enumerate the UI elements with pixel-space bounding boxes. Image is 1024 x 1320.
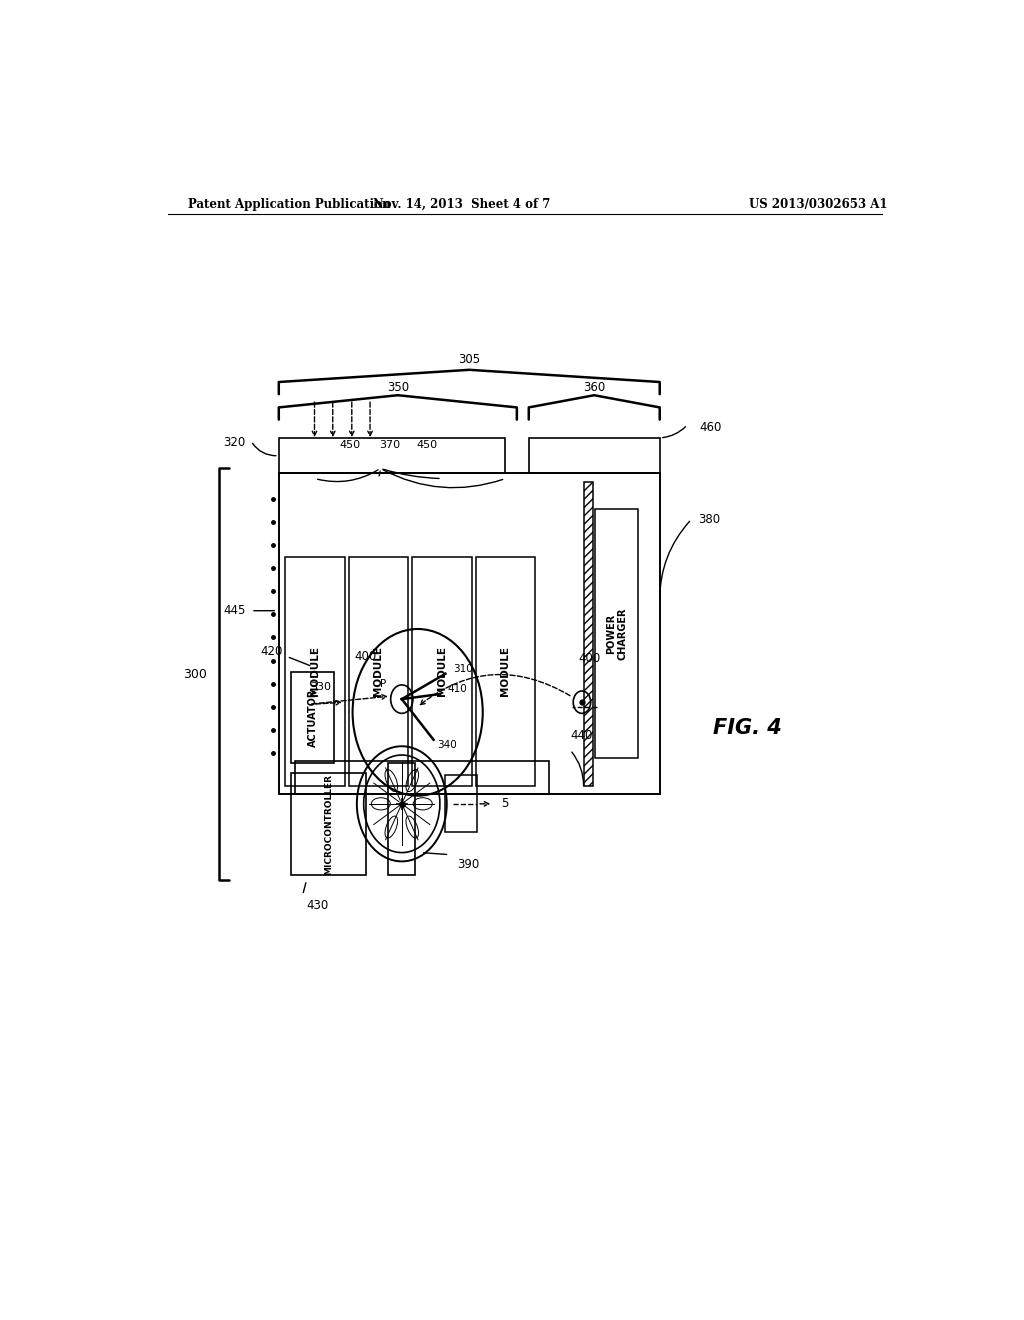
Text: 400: 400 bbox=[354, 649, 377, 663]
Text: 400: 400 bbox=[579, 652, 601, 665]
Text: 410: 410 bbox=[447, 684, 468, 694]
Bar bbox=[412, 557, 472, 785]
Text: 430: 430 bbox=[306, 899, 329, 912]
Text: POWER
CHARGER: POWER CHARGER bbox=[605, 607, 628, 660]
Text: 390: 390 bbox=[458, 858, 479, 871]
Text: 460: 460 bbox=[699, 421, 722, 434]
Text: MODULE: MODULE bbox=[374, 647, 383, 696]
Text: 305: 305 bbox=[458, 354, 480, 366]
Bar bbox=[279, 474, 659, 793]
Text: 370: 370 bbox=[380, 440, 400, 450]
Text: 360: 360 bbox=[583, 380, 605, 393]
Text: 450: 450 bbox=[416, 440, 437, 450]
Text: Nov. 14, 2013  Sheet 4 of 7: Nov. 14, 2013 Sheet 4 of 7 bbox=[373, 198, 550, 211]
Bar bbox=[279, 438, 505, 474]
Text: MICROCONTROLLER: MICROCONTROLLER bbox=[324, 774, 333, 875]
Bar bbox=[295, 762, 549, 793]
Text: 450: 450 bbox=[340, 440, 361, 450]
Text: 340: 340 bbox=[437, 741, 458, 750]
Bar bbox=[291, 672, 334, 763]
Bar bbox=[348, 557, 409, 785]
Text: 350: 350 bbox=[387, 380, 409, 393]
Text: 445: 445 bbox=[223, 605, 246, 618]
Bar bbox=[285, 557, 345, 785]
Text: 380: 380 bbox=[697, 512, 720, 525]
Bar bbox=[595, 510, 638, 758]
Bar bbox=[291, 774, 367, 875]
Text: MODULE: MODULE bbox=[437, 647, 446, 696]
Bar bbox=[528, 438, 659, 474]
Bar bbox=[388, 763, 416, 875]
Text: Patent Application Publication: Patent Application Publication bbox=[187, 198, 390, 211]
Text: P: P bbox=[380, 678, 386, 689]
Bar bbox=[475, 557, 536, 785]
Text: MODULE: MODULE bbox=[310, 647, 319, 696]
Text: 300: 300 bbox=[183, 668, 207, 681]
Text: 330: 330 bbox=[310, 682, 332, 692]
Bar bbox=[584, 482, 593, 785]
Text: MODULE: MODULE bbox=[501, 647, 510, 696]
Text: 320: 320 bbox=[223, 437, 246, 450]
Text: FIG. 4: FIG. 4 bbox=[713, 718, 781, 738]
Text: 5: 5 bbox=[501, 797, 508, 810]
Bar bbox=[445, 775, 477, 833]
Text: ACTUATOR: ACTUATOR bbox=[307, 688, 317, 747]
Text: 440: 440 bbox=[570, 729, 593, 742]
Text: 420: 420 bbox=[260, 645, 283, 657]
Text: US 2013/0302653 A1: US 2013/0302653 A1 bbox=[750, 198, 888, 211]
Text: 310: 310 bbox=[454, 664, 473, 673]
